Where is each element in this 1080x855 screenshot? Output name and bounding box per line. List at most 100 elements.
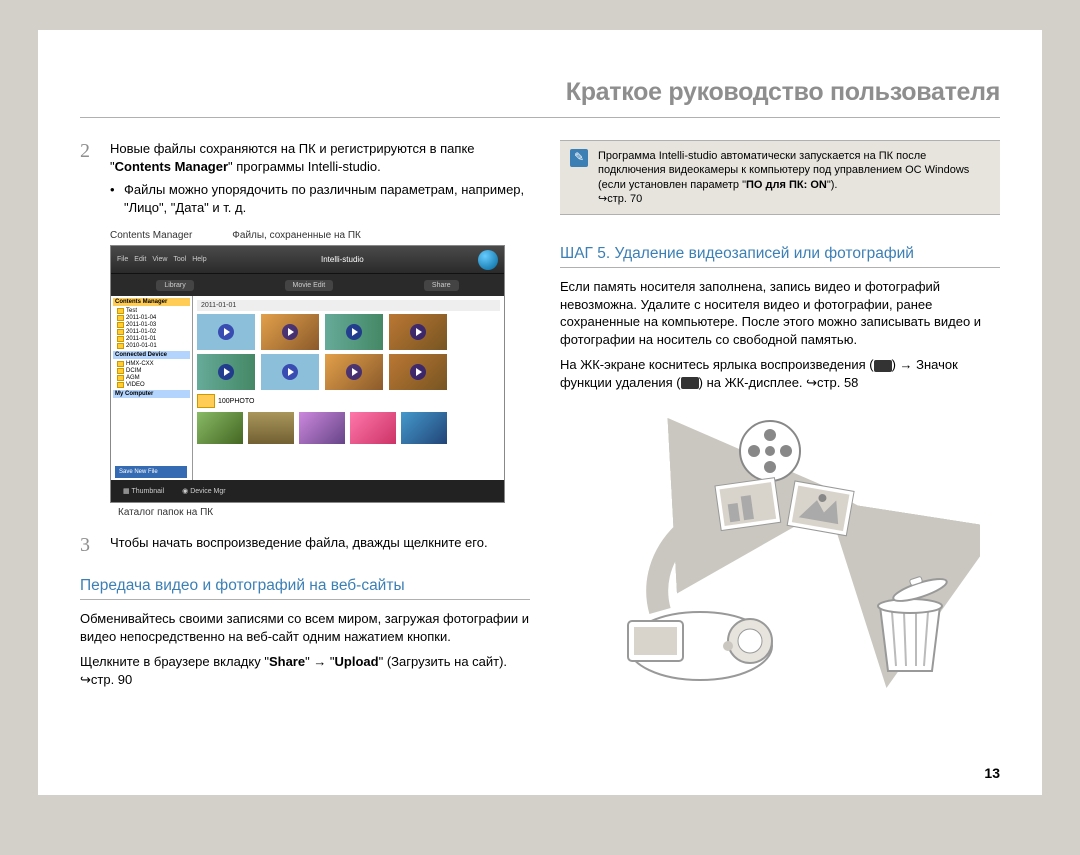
bullet-item: • Файлы можно упорядочить по различным п…	[110, 181, 530, 216]
photo-thumb	[350, 412, 396, 444]
play-icon	[282, 364, 298, 380]
folder-icon	[117, 329, 124, 335]
play-icon	[410, 364, 426, 380]
tree-label: VIDEO	[126, 382, 145, 388]
step-body: Новые файлы сохраняются на ПК и регистри…	[110, 140, 530, 222]
folder-icon	[117, 343, 124, 349]
menu-file: File	[117, 256, 128, 263]
sidebar-folder: VIDEO	[113, 382, 190, 388]
caption-saved-files: Файлы, сохраненные на ПК	[232, 230, 361, 241]
note-ref: ↪стр. 70	[598, 193, 642, 205]
globe-icon	[478, 250, 498, 270]
delete-icon	[681, 377, 699, 389]
video-thumb	[197, 314, 255, 350]
step5-text-a: На ЖК-экране коснитесь ярлыка воспроизве…	[560, 357, 874, 372]
menu-edit: Edit	[134, 256, 146, 263]
video-thumb	[389, 314, 447, 350]
content-columns: 2 Новые файлы сохраняются на ПК и регист…	[80, 140, 1000, 696]
folder-label: 100PHOTO	[197, 394, 500, 408]
folder-icon	[117, 382, 124, 388]
page-header-title: Краткое руководство пользователя	[80, 78, 1000, 118]
app-main-area: Contents Manager Test 2011-01-04 2011-01…	[111, 296, 504, 480]
left-column: 2 Новые файлы сохраняются на ПК и регист…	[80, 140, 530, 696]
share-bold-1: Share	[269, 654, 305, 669]
folder-icon	[117, 315, 124, 321]
right-column: ✎ Программа Intelli-studio автоматически…	[560, 140, 1000, 696]
folder-icon	[197, 394, 215, 408]
date-label: 2010-01-01	[126, 343, 157, 349]
tree-label: AGM	[126, 375, 140, 381]
play-icon	[218, 364, 234, 380]
bottom-label: Device Mgr	[190, 488, 225, 495]
share-text-a: Щелкните в браузере вкладку "	[80, 654, 269, 669]
tab-share: Share	[424, 280, 459, 291]
app-brand: Intelli-studio	[321, 255, 364, 264]
tab-library: Library	[156, 280, 193, 291]
save-new-file-button: Save New File	[115, 466, 187, 478]
tree-label: HMX-CXX	[126, 361, 154, 367]
video-thumb	[325, 354, 383, 390]
tree-label: Test	[126, 308, 137, 314]
video-thumb-row	[197, 354, 500, 390]
delete-illustration	[560, 411, 980, 691]
note-text: Программа Intelli-studio автоматически з…	[598, 149, 990, 206]
date-label: 2011-01-04	[126, 315, 156, 321]
play-icon	[346, 364, 362, 380]
note-icon: ✎	[570, 149, 588, 167]
tree-label: DCIM	[126, 368, 141, 374]
folder-icon	[117, 336, 124, 342]
bottombar-thumbnail: ▦ Thumbnail	[117, 485, 170, 497]
app-menubar: File Edit View Tool Help Intelli-studio	[111, 246, 504, 274]
step-3: 3 Чтобы начать воспроизведение файла, дв…	[80, 534, 530, 557]
panel-contents-manager: Contents Manager	[113, 298, 190, 306]
video-thumb	[261, 314, 319, 350]
folder-icon	[117, 368, 124, 374]
note-bold: ПО для ПК: ON	[746, 179, 827, 191]
step2-bold: Contents Manager	[115, 159, 228, 174]
app-tabbar: Library Movie Edit Share	[111, 274, 504, 296]
intelli-studio-screenshot: File Edit View Tool Help Intelli-studio …	[110, 245, 505, 503]
photo-thumb	[401, 412, 447, 444]
play-icon	[218, 324, 234, 340]
share-bold-2: Upload	[335, 654, 379, 669]
tab-movie-edit: Movie Edit	[285, 280, 334, 291]
sidebar-date: 2011-01-01	[113, 336, 190, 342]
play-icon	[410, 324, 426, 340]
photo-thumb	[248, 412, 294, 444]
date-label: 2011-01-01	[126, 336, 156, 342]
date-label: 2011-01-03	[126, 322, 156, 328]
share-instruction: Щелкните в браузере вкладку "Share" → "U…	[80, 653, 530, 688]
bottombar-device-mgr: ◉ Device Mgr	[176, 485, 231, 497]
illustration-svg	[560, 411, 980, 691]
sidebar-folder: DCIM	[113, 368, 190, 374]
sidebar-folder: AGM	[113, 375, 190, 381]
share-paragraph: Обменивайтесь своими записями со всем ми…	[80, 610, 530, 645]
step2-text-b: " программы Intelli-studio.	[228, 159, 381, 174]
step2-bullets: • Файлы можно упорядочить по различным п…	[110, 181, 530, 216]
menu-help: Help	[192, 256, 206, 263]
date-label: 2011-01-02	[126, 329, 156, 335]
step-number: 3	[80, 534, 98, 557]
video-thumb	[325, 314, 383, 350]
app-bottombar: ▦ Thumbnail ◉ Device Mgr	[111, 480, 504, 502]
photo-thumb	[197, 412, 243, 444]
step5-text-c: ) на ЖК-дисплее. ↪стр. 58	[699, 375, 859, 390]
sidebar-date: 2011-01-02	[113, 329, 190, 335]
share-text-b: " → "	[305, 654, 334, 669]
app-sidebar: Contents Manager Test 2011-01-04 2011-01…	[111, 296, 193, 480]
sidebar-date: 2011-01-04	[113, 315, 190, 321]
photo-thumb-row	[197, 412, 500, 444]
sidebar-date: 2010-01-01	[113, 343, 190, 349]
folder-icon	[117, 361, 124, 367]
step3-text: Чтобы начать воспроизведение файла, дваж…	[110, 534, 488, 557]
video-thumb	[197, 354, 255, 390]
menu-tool: Tool	[173, 256, 186, 263]
sidebar-folder: Test	[113, 308, 190, 314]
video-thumb	[261, 354, 319, 390]
video-thumb	[389, 354, 447, 390]
bullet-dot-icon: •	[110, 181, 116, 216]
step5-instruction: На ЖК-экране коснитесь ярлыка воспроизве…	[560, 356, 1000, 391]
screenshot-captions-top: Contents Manager Файлы, сохраненные на П…	[110, 230, 530, 241]
menu-view: View	[152, 256, 167, 263]
content-date-header: 2011-01-01	[197, 300, 500, 311]
